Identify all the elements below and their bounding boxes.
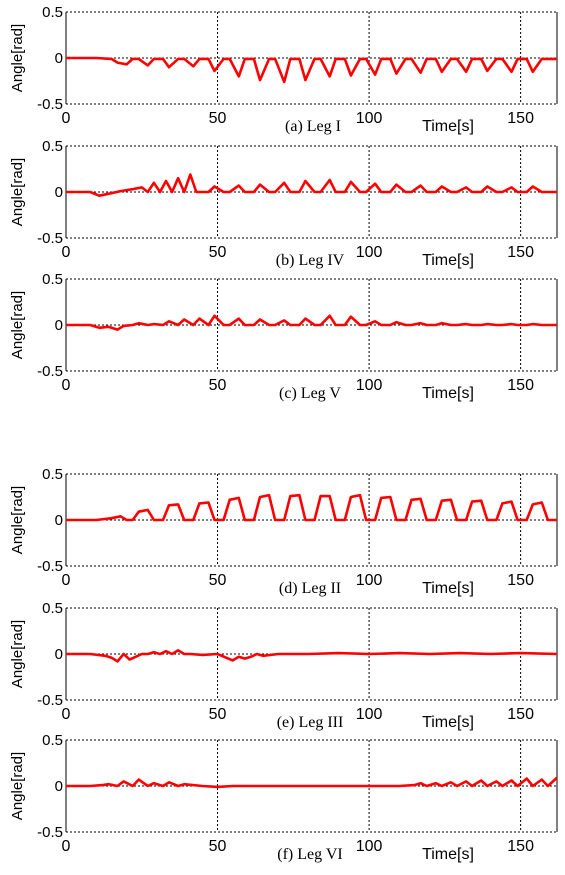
x-tick-label: 50 — [209, 377, 227, 394]
x-tick-label: 50 — [209, 838, 227, 855]
y-tick-label: 0.5 — [42, 600, 63, 617]
y-tick-label: -0.5 — [37, 96, 63, 113]
x-tick-label: 150 — [507, 706, 534, 723]
series-line — [66, 314, 557, 331]
y-axis-label: Angle[rad] — [9, 486, 26, 554]
y-tick-label: 0 — [55, 317, 63, 334]
y-axis-label: Angle[rad] — [9, 158, 26, 226]
x-tick-label: 100 — [356, 244, 383, 261]
y-axis-label: Angle[rad] — [9, 752, 26, 820]
series-line — [66, 493, 557, 522]
x-tick-label: 50 — [209, 572, 227, 589]
x-tick-label: 100 — [356, 838, 383, 855]
x-tick-label: 0 — [62, 377, 71, 394]
y-tick-label: 0.5 — [42, 466, 63, 483]
x-tick-label: 100 — [356, 377, 383, 394]
x-tick-label: 0 — [62, 838, 71, 855]
x-tick-label: 150 — [507, 838, 534, 855]
y-tick-label: 0 — [55, 50, 63, 67]
x-axis-label: Time[s] — [422, 714, 474, 731]
x-axis-label: Time[s] — [422, 385, 474, 402]
x-axis-label: Time[s] — [422, 252, 474, 269]
x-axis-label: Time[s] — [422, 118, 474, 135]
y-tick-label: 0.5 — [42, 732, 63, 749]
y-tick-label: 0.5 — [42, 4, 63, 21]
y-tick-label: 0.5 — [42, 138, 63, 155]
y-tick-label: -0.5 — [37, 558, 63, 575]
y-tick-label: 0.5 — [42, 271, 63, 288]
x-tick-label: 0 — [62, 572, 71, 589]
x-axis-label: Time[s] — [422, 580, 474, 597]
x-tick-label: 50 — [209, 244, 227, 261]
panel-caption: (e) Leg III — [277, 714, 344, 731]
x-tick-label: 50 — [209, 110, 227, 127]
panel-caption: (d) Leg II — [279, 580, 341, 597]
y-tick-label: -0.5 — [37, 230, 63, 247]
x-tick-label: 150 — [507, 244, 534, 261]
x-tick-label: 50 — [209, 706, 227, 723]
x-tick-label: 100 — [356, 110, 383, 127]
y-axis-label: Angle[rad] — [9, 24, 26, 92]
x-tick-label: 0 — [62, 110, 71, 127]
panel-caption: (f) Leg VI — [277, 846, 342, 863]
panel-caption: (a) Leg I — [285, 118, 341, 135]
x-tick-label: 0 — [62, 244, 71, 261]
x-tick-label: 150 — [507, 110, 534, 127]
panel-caption: (b) Leg IV — [276, 252, 345, 269]
y-tick-label: 0 — [55, 646, 63, 663]
y-tick-label: 0 — [55, 512, 63, 529]
x-tick-label: 0 — [62, 706, 71, 723]
y-tick-label: 0 — [55, 778, 63, 795]
y-axis-label: Angle[rad] — [9, 291, 26, 359]
panel-caption: (c) Leg V — [279, 385, 341, 402]
series-line — [66, 56, 557, 84]
y-tick-label: -0.5 — [37, 824, 63, 841]
y-axis-label: Angle[rad] — [9, 620, 26, 688]
x-tick-label: 150 — [507, 572, 534, 589]
x-axis-label: Time[s] — [422, 846, 474, 863]
y-tick-label: -0.5 — [37, 363, 63, 380]
series-line — [66, 776, 558, 789]
x-tick-label: 100 — [356, 572, 383, 589]
series-line — [66, 173, 557, 197]
y-tick-label: -0.5 — [37, 692, 63, 709]
x-tick-label: 150 — [507, 377, 534, 394]
y-tick-label: 0 — [55, 184, 63, 201]
series-line — [66, 648, 558, 663]
x-tick-label: 100 — [356, 706, 383, 723]
